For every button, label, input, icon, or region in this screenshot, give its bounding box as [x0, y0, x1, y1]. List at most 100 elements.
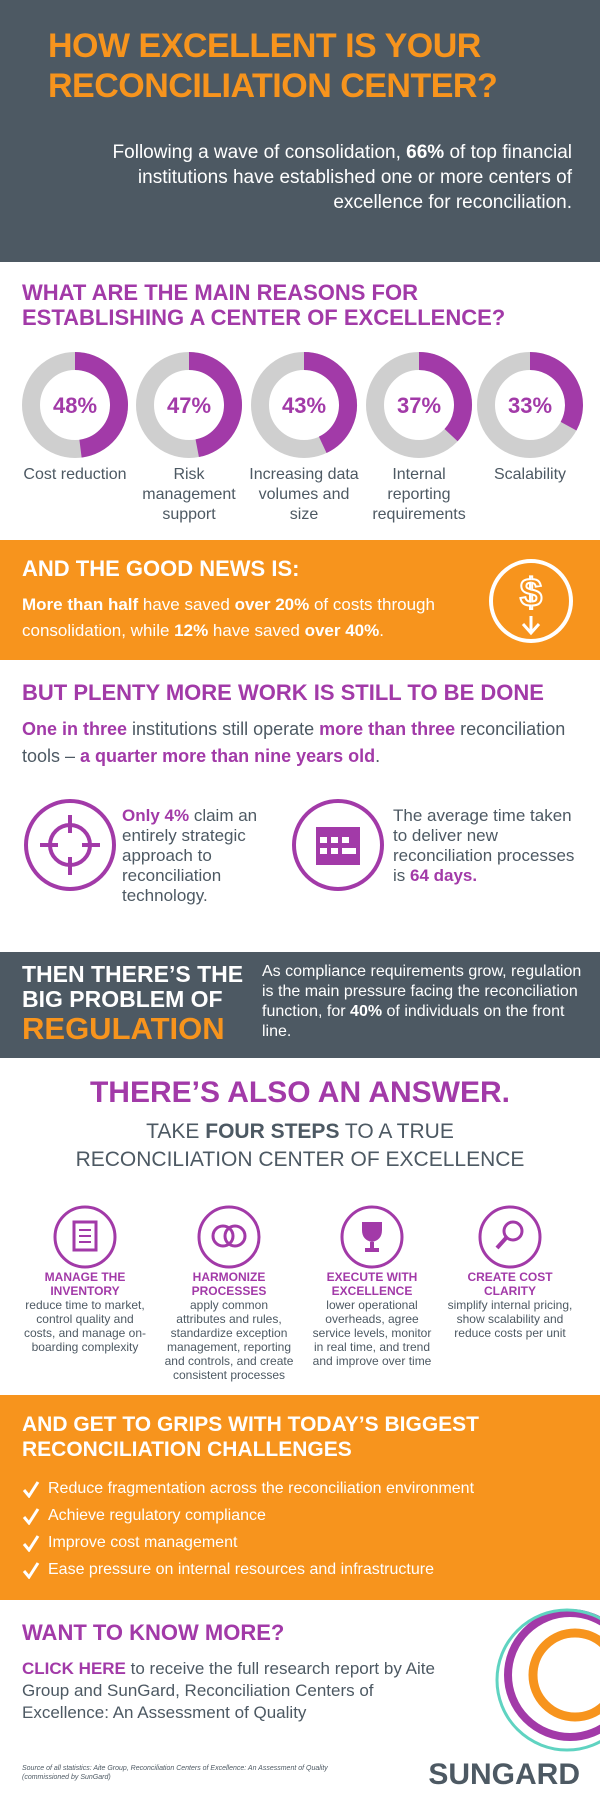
step-title: CREATE COST CLARITY [467, 1270, 553, 1298]
donut-arc [188, 352, 242, 458]
text-run: TAKE [146, 1120, 206, 1143]
text-run: . [375, 746, 381, 766]
text-run: claim an entirely strategic approach to … [122, 806, 258, 905]
icon-ring [340, 1205, 404, 1269]
logo: SUNGARD [428, 1758, 580, 1791]
reason-label: Risk management support [142, 466, 236, 523]
challenge-text: Achieve regulatory compliance [48, 1507, 266, 1525]
regulation [0, 952, 600, 1058]
challenges [0, 1395, 600, 1600]
challenges-heading: AND GET TO GRIPS WITH TODAY’S BIGGEST RE… [22, 1413, 479, 1461]
text-run: . [379, 621, 384, 640]
answer-subheading: TAKE FOUR STEPS TO A TRUE RECONCILIATION… [60, 1118, 540, 1174]
regulation-body: As compliance requirements grow, regulat… [262, 962, 582, 1042]
text-run: More than half [22, 595, 139, 614]
text-run: One in three [22, 719, 128, 739]
donut: 48% [22, 352, 128, 458]
heading-line: BIG PROBLEM OF [22, 986, 223, 1012]
text-run: have saved [138, 595, 235, 614]
donut-arc [74, 352, 128, 458]
challenge-text: Improve cost management [48, 1534, 238, 1552]
rings [495, 1608, 600, 1752]
header [0, 0, 600, 262]
donut-arc [303, 352, 357, 453]
challenge: Reduce fragmentation across the reconcil… [22, 1480, 474, 1504]
challenge-text: Reduce fragmentation across the reconcil… [48, 1480, 475, 1498]
step-icon [53, 1205, 117, 1269]
icon-ring [478, 1205, 542, 1269]
text-run: a quarter more than nine years old [80, 746, 376, 766]
check [22, 1535, 40, 1553]
text-run: 64 days. [410, 866, 478, 885]
link[interactable]: CLICK HERE [22, 1659, 126, 1678]
challenge: Ease pressure on internal resources and … [22, 1561, 434, 1585]
icon-ring [197, 1205, 261, 1269]
text-run: FOUR STEPS [205, 1120, 340, 1143]
good-news [0, 540, 600, 660]
text-run: institutions still operate [127, 719, 320, 739]
step-icon [478, 1205, 542, 1269]
more-heading: WANT TO KNOW MORE? [22, 1620, 285, 1645]
text-run: of top financial institutions have estab… [137, 142, 572, 213]
step-title: HARMONIZE PROCESSES [191, 1270, 267, 1298]
donut-label: 43% [282, 393, 326, 418]
check-mark [22, 1481, 40, 1499]
icon-ring [53, 1205, 117, 1269]
check-mark [22, 1535, 40, 1553]
step-title: MANAGE THE INVENTORY [44, 1270, 126, 1298]
step-title: EXECUTE WITH EXCELLENCE [326, 1270, 418, 1298]
heading-line: THEN THERE’S THE [22, 961, 244, 987]
step: EXECUTE WITH EXCELLENCE lower operational… [307, 1270, 437, 1368]
donut-arc [529, 352, 583, 431]
svg-text:$: $ [520, 571, 542, 615]
check-mark [22, 1508, 40, 1526]
step-text: reduce time to market, control quality a… [23, 1298, 147, 1354]
answer-heading: THERE’S ALSO AN ANSWER. [89, 1076, 510, 1109]
work-body: One in three institutions still operate … [22, 716, 567, 770]
check [22, 1508, 40, 1526]
text-run: 66% [406, 142, 445, 163]
donut: 43% [251, 352, 357, 458]
step-icon [197, 1205, 261, 1269]
donut-label: 47% [167, 393, 211, 418]
text-run: 40% [350, 1003, 383, 1020]
reason-label: Scalability [493, 466, 567, 483]
text-run: 12% [174, 621, 209, 640]
step-icon [340, 1205, 404, 1269]
challenge-text: Ease pressure on internal resources and … [48, 1561, 434, 1579]
reason-label: Increasing data volumes and size [249, 466, 359, 523]
donut-arc [418, 352, 472, 442]
challenge: Improve cost management [22, 1534, 237, 1558]
fact: The average time taken to deliver new re… [393, 806, 578, 886]
text-run: Following a wave of consolidation, [112, 142, 407, 163]
fact: Only 4% claim an entirely strategic appr… [122, 806, 272, 906]
donut: 33% [477, 352, 583, 458]
text-run: more than three [319, 719, 456, 739]
donut: 37% [366, 352, 472, 458]
text-run: of costs through consolidation, while [22, 595, 435, 640]
step-text: simplify internal pricing, show scalabil… [447, 1298, 573, 1340]
step: HARMONIZE PROCESSES apply common attribut… [164, 1270, 294, 1382]
title: HOW EXCELLENT IS YOUR RECONCILIATION CEN… [48, 27, 498, 105]
step: MANAGE THE INVENTORY reduce time to marke… [20, 1270, 150, 1354]
calendar-icon [292, 799, 384, 891]
intro: Following a wave of consolidation, 66% o… [92, 140, 572, 215]
text-run: have saved [208, 621, 305, 640]
text-run: over 40% [304, 621, 380, 640]
text-run: reconciliation tools – [22, 719, 566, 766]
steps: MANAGE THE INVENTORY reduce time to marke… [0, 1190, 600, 1390]
step-text: lower operational overheads, agree servi… [312, 1298, 432, 1368]
reason-label: Cost reduction [23, 466, 127, 483]
reason-label: Internal reporting requirements [372, 466, 466, 523]
good-news-heading: AND THE GOOD NEWS IS: [22, 556, 300, 581]
reasons-heading: WHAT ARE THE MAIN REASONS FOR ESTABLISHI… [22, 280, 506, 330]
work-heading: BUT PLENTY MORE WORK IS STILL TO BE DONE [22, 680, 544, 705]
text-run: of individuals on the front line. [262, 1003, 565, 1040]
donut-label: 37% [397, 393, 441, 418]
dollar-icon: $ [489, 559, 573, 643]
text-run: The average time taken to deliver new re… [393, 806, 575, 885]
text-run: to receive the full research report by A… [22, 1659, 435, 1722]
more-body: CLICK HERE to receive the full research … [22, 1658, 452, 1724]
challenge: Achieve regulatory compliance [22, 1507, 266, 1531]
